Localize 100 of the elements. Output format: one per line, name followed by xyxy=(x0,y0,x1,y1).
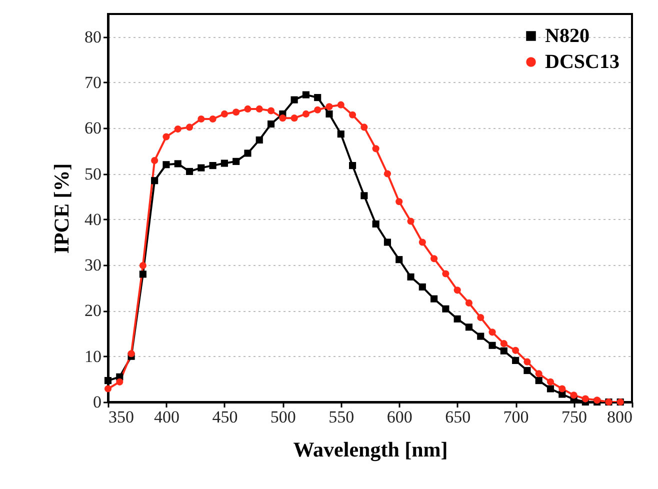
y-tick-label: 70 xyxy=(84,72,102,92)
point xyxy=(442,305,450,312)
point xyxy=(360,124,368,131)
point xyxy=(407,273,414,280)
point xyxy=(162,133,170,140)
point xyxy=(267,107,275,114)
point xyxy=(209,162,216,170)
point xyxy=(337,130,344,138)
x-tick-label: 750 xyxy=(562,408,588,426)
y-tick-label: 30 xyxy=(84,256,102,275)
point xyxy=(546,385,554,392)
point xyxy=(232,108,240,116)
point xyxy=(104,377,112,384)
point xyxy=(454,286,461,294)
y-tick-label: 0 xyxy=(93,392,102,412)
point xyxy=(488,328,496,336)
point xyxy=(209,115,216,123)
point xyxy=(465,324,473,331)
point xyxy=(290,114,298,122)
point xyxy=(302,91,310,98)
point xyxy=(326,103,333,110)
point xyxy=(407,218,414,225)
point xyxy=(220,160,228,167)
legend-label: N820 xyxy=(545,25,590,47)
point xyxy=(384,170,392,178)
point xyxy=(500,347,508,354)
y-axis-title: IPCE [%] xyxy=(50,163,74,254)
y-tick-label: 10 xyxy=(84,346,102,366)
point xyxy=(198,115,205,123)
point xyxy=(128,350,135,358)
point xyxy=(500,340,508,348)
point xyxy=(244,105,252,112)
point xyxy=(582,395,589,402)
point xyxy=(535,377,542,384)
point xyxy=(256,136,263,144)
point xyxy=(396,198,403,206)
point xyxy=(418,238,426,246)
point xyxy=(465,299,473,306)
point xyxy=(558,385,566,392)
x-tick-label: 800 xyxy=(607,408,632,426)
point xyxy=(244,150,252,157)
point xyxy=(314,106,322,114)
point xyxy=(116,378,124,386)
point xyxy=(535,370,542,378)
point xyxy=(302,110,310,118)
x-tick-label: 450 xyxy=(212,408,238,426)
point xyxy=(477,314,484,322)
y-tick-label: 40 xyxy=(84,210,102,229)
point xyxy=(546,378,554,386)
point xyxy=(454,315,461,322)
y-tick-label: 20 xyxy=(84,301,102,320)
point xyxy=(139,270,146,278)
point xyxy=(151,177,158,184)
point xyxy=(279,114,286,122)
point xyxy=(326,110,333,118)
point xyxy=(198,164,205,172)
y-tick-label: 60 xyxy=(84,118,102,138)
point xyxy=(372,145,380,152)
point xyxy=(174,126,182,133)
point xyxy=(314,94,322,102)
point xyxy=(524,366,531,374)
point xyxy=(139,262,146,270)
x-axis-title: Wavelength [nm] xyxy=(293,438,448,462)
point xyxy=(337,101,344,108)
point xyxy=(372,220,380,228)
point xyxy=(430,255,438,262)
y-tick-label: 80 xyxy=(84,27,102,46)
point xyxy=(256,105,263,112)
point xyxy=(360,192,368,200)
x-tick-label: 400 xyxy=(154,408,180,426)
point xyxy=(186,124,194,131)
point xyxy=(220,110,228,118)
x-tick-label: 500 xyxy=(270,408,296,426)
point xyxy=(570,392,578,399)
point xyxy=(384,238,391,246)
point xyxy=(512,346,520,354)
point xyxy=(348,162,356,170)
y-tick-label: 50 xyxy=(84,164,102,184)
point xyxy=(396,256,403,264)
x-tick-label: 600 xyxy=(386,408,412,426)
point xyxy=(348,111,356,118)
point xyxy=(512,356,520,364)
point xyxy=(488,342,496,349)
x-tick-label: 350 xyxy=(108,408,134,426)
x-tick-label: 700 xyxy=(503,408,529,426)
point xyxy=(162,161,170,168)
x-tick-label: 650 xyxy=(445,408,471,426)
point xyxy=(430,295,438,302)
x-tick-label: 550 xyxy=(328,408,354,426)
point xyxy=(442,270,450,278)
point xyxy=(174,160,182,168)
point xyxy=(151,157,158,164)
legend-label: DCSC13 xyxy=(545,51,620,73)
point xyxy=(104,385,112,392)
point xyxy=(232,158,240,165)
point xyxy=(186,168,194,176)
point xyxy=(267,120,275,128)
point xyxy=(418,283,426,291)
point xyxy=(524,358,531,366)
point xyxy=(290,96,298,104)
